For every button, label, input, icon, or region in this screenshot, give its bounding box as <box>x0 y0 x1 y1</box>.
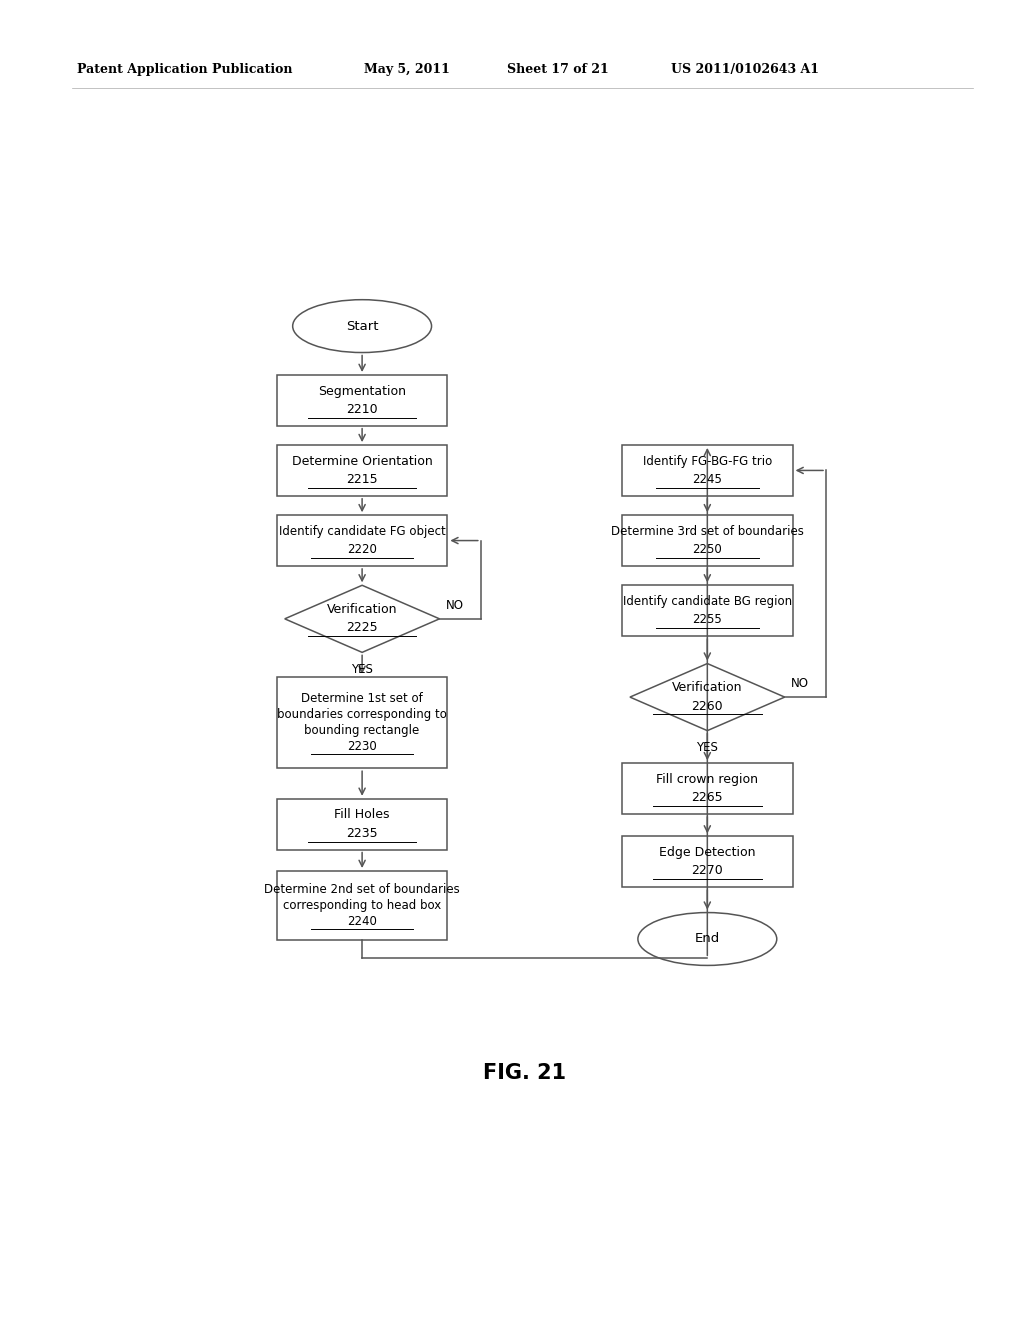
Text: Segmentation: Segmentation <box>318 384 407 397</box>
Text: boundaries corresponding to: boundaries corresponding to <box>278 708 447 721</box>
Text: End: End <box>694 932 720 945</box>
Bar <box>622 445 793 496</box>
Text: Start: Start <box>346 319 378 333</box>
Text: Determine 3rd set of boundaries: Determine 3rd set of boundaries <box>611 525 804 539</box>
Polygon shape <box>630 664 784 731</box>
Text: corresponding to head box: corresponding to head box <box>283 899 441 912</box>
Text: Edge Detection: Edge Detection <box>659 846 756 859</box>
Bar <box>622 515 793 566</box>
Text: 2210: 2210 <box>346 403 378 416</box>
Text: 2250: 2250 <box>692 544 722 556</box>
Bar <box>276 677 447 768</box>
Text: Identify candidate BG region: Identify candidate BG region <box>623 595 792 609</box>
Text: bounding rectangle: bounding rectangle <box>304 725 420 737</box>
Bar <box>276 375 447 426</box>
Bar <box>276 515 447 566</box>
Text: 2220: 2220 <box>347 544 377 556</box>
Text: Determine Orientation: Determine Orientation <box>292 455 432 467</box>
Ellipse shape <box>638 912 777 965</box>
Bar <box>276 445 447 496</box>
Text: May 5, 2011: May 5, 2011 <box>364 62 450 75</box>
Text: Patent Application Publication: Patent Application Publication <box>77 62 292 75</box>
Bar <box>622 585 793 636</box>
Bar <box>622 763 793 814</box>
Text: 2225: 2225 <box>346 622 378 635</box>
Text: NO: NO <box>445 599 464 611</box>
Text: Verification: Verification <box>327 603 397 616</box>
Text: YES: YES <box>696 741 718 754</box>
Text: 2230: 2230 <box>347 741 377 754</box>
Bar <box>622 837 793 887</box>
Text: 2235: 2235 <box>346 826 378 840</box>
Text: Identify FG-BG-FG trio: Identify FG-BG-FG trio <box>643 455 772 467</box>
Text: Determine 1st set of: Determine 1st set of <box>301 692 423 705</box>
Text: Verification: Verification <box>672 681 742 694</box>
Text: 2240: 2240 <box>347 915 377 928</box>
Text: 2265: 2265 <box>691 791 723 804</box>
Text: 2260: 2260 <box>691 700 723 713</box>
Polygon shape <box>285 585 439 652</box>
Text: 2270: 2270 <box>691 865 723 878</box>
Text: NO: NO <box>792 677 809 690</box>
Text: 2215: 2215 <box>346 473 378 486</box>
Text: Determine 2nd set of boundaries: Determine 2nd set of boundaries <box>264 883 460 896</box>
Text: Fill crown region: Fill crown region <box>656 774 759 785</box>
Text: YES: YES <box>351 663 373 676</box>
Text: FIG. 21: FIG. 21 <box>483 1063 566 1084</box>
Text: 2255: 2255 <box>692 614 722 627</box>
Bar <box>276 799 447 850</box>
Text: US 2011/0102643 A1: US 2011/0102643 A1 <box>671 62 819 75</box>
Text: Identify candidate FG object: Identify candidate FG object <box>279 525 445 539</box>
Ellipse shape <box>293 300 431 352</box>
Bar <box>276 871 447 940</box>
Text: 2245: 2245 <box>692 473 722 486</box>
Text: Sheet 17 of 21: Sheet 17 of 21 <box>507 62 608 75</box>
Text: Fill Holes: Fill Holes <box>335 808 390 821</box>
